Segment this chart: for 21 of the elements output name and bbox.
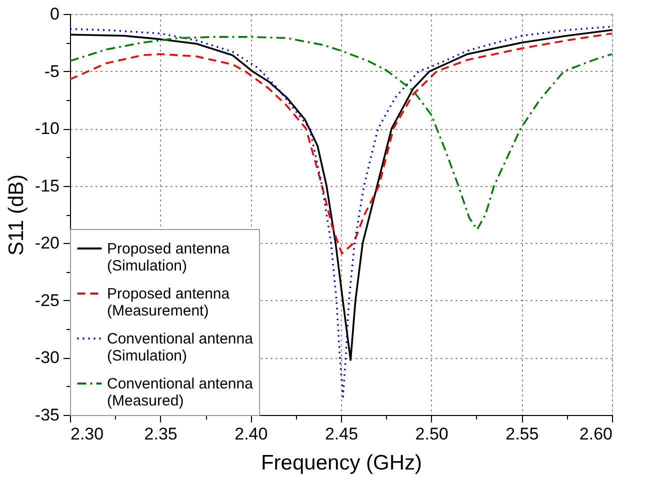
y-tick-label: -15 [34,176,60,196]
x-tick-label: 2.35 [144,424,178,444]
y-tick-label: 0 [50,4,60,24]
x-tick-label: 2.45 [324,424,358,444]
y-tick-label: -20 [34,234,60,253]
x-tick-label: 2.40 [234,424,268,444]
y-axis-title: S11 (dB) [4,174,28,256]
y-tick-label: -5 [44,62,60,81]
y-tick-label: -35 [34,406,60,424]
legend-label: Conventional antenna (Simulation) [107,330,254,364]
y-tick-label: -25 [34,290,60,310]
y-tick-label: -30 [34,348,60,368]
legend-label: Conventional antenna (Measured) [107,376,254,410]
y-tick-label: -10 [34,119,60,138]
legend-label: Proposed antenna (Simulation) [107,240,230,274]
x-tick-label: 2.60 [579,424,612,444]
x-tick-label: 2.55 [506,424,539,444]
legend-label: Proposed antenna (Measurement) [107,286,230,320]
x-tick-label: 2.30 [70,424,104,444]
x-axis-title: Frequency (GHz) [260,452,422,474]
x-tick-label: 2.50 [415,424,448,444]
